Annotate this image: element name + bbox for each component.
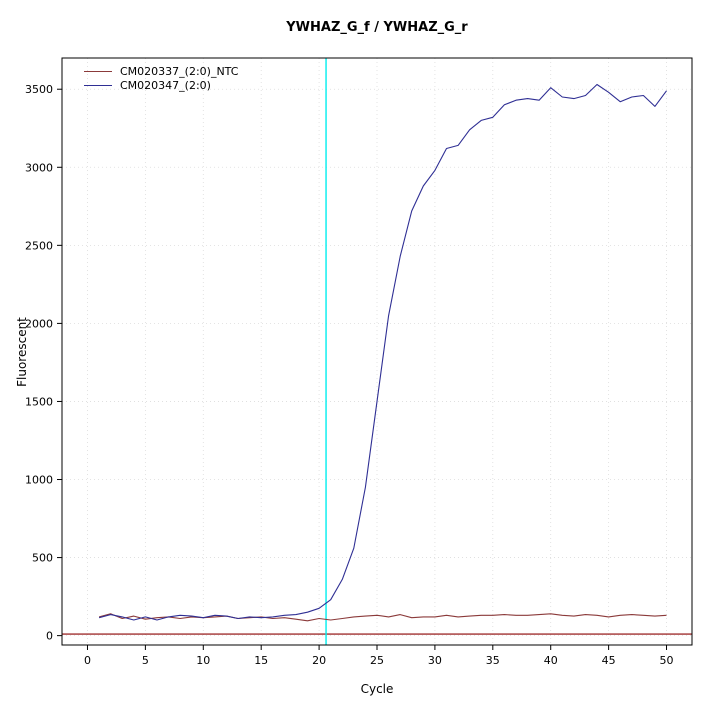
svg-text:500: 500 xyxy=(32,552,53,565)
y-axis-label: Fluorescent xyxy=(15,317,29,387)
legend-entry-sample: CM020347_(2:0) xyxy=(84,78,238,92)
legend-entry-ntc: CM020337_(2:0)_NTC xyxy=(84,64,238,78)
x-axis-label: Cycle xyxy=(360,682,394,696)
svg-text:40: 40 xyxy=(544,654,558,667)
svg-text:5: 5 xyxy=(142,654,149,667)
svg-text:1500: 1500 xyxy=(25,395,53,408)
svg-text:3000: 3000 xyxy=(25,161,53,174)
legend-line-sample-red xyxy=(84,70,112,72)
legend-label-sample: CM020347_(2:0) xyxy=(120,78,211,92)
legend-line-sample-blue xyxy=(84,84,112,86)
svg-text:50: 50 xyxy=(660,654,674,667)
svg-text:20: 20 xyxy=(312,654,326,667)
svg-text:35: 35 xyxy=(486,654,500,667)
chart-title: YWHAZ_G_f / YWHAZ_G_r xyxy=(286,20,468,35)
svg-text:45: 45 xyxy=(602,654,616,667)
svg-text:30: 30 xyxy=(428,654,442,667)
svg-text:2500: 2500 xyxy=(25,239,53,252)
svg-text:0: 0 xyxy=(84,654,91,667)
legend-label-ntc: CM020337_(2:0)_NTC xyxy=(120,64,239,78)
svg-text:2000: 2000 xyxy=(25,317,53,330)
svg-text:25: 25 xyxy=(370,654,384,667)
svg-text:3500: 3500 xyxy=(25,83,53,96)
legend: CM020337_(2:0)_NTC CM020347_(2:0) xyxy=(84,64,238,92)
svg-text:1000: 1000 xyxy=(25,474,53,487)
svg-text:15: 15 xyxy=(254,654,268,667)
svg-text:0: 0 xyxy=(46,630,53,643)
svg-text:10: 10 xyxy=(196,654,210,667)
